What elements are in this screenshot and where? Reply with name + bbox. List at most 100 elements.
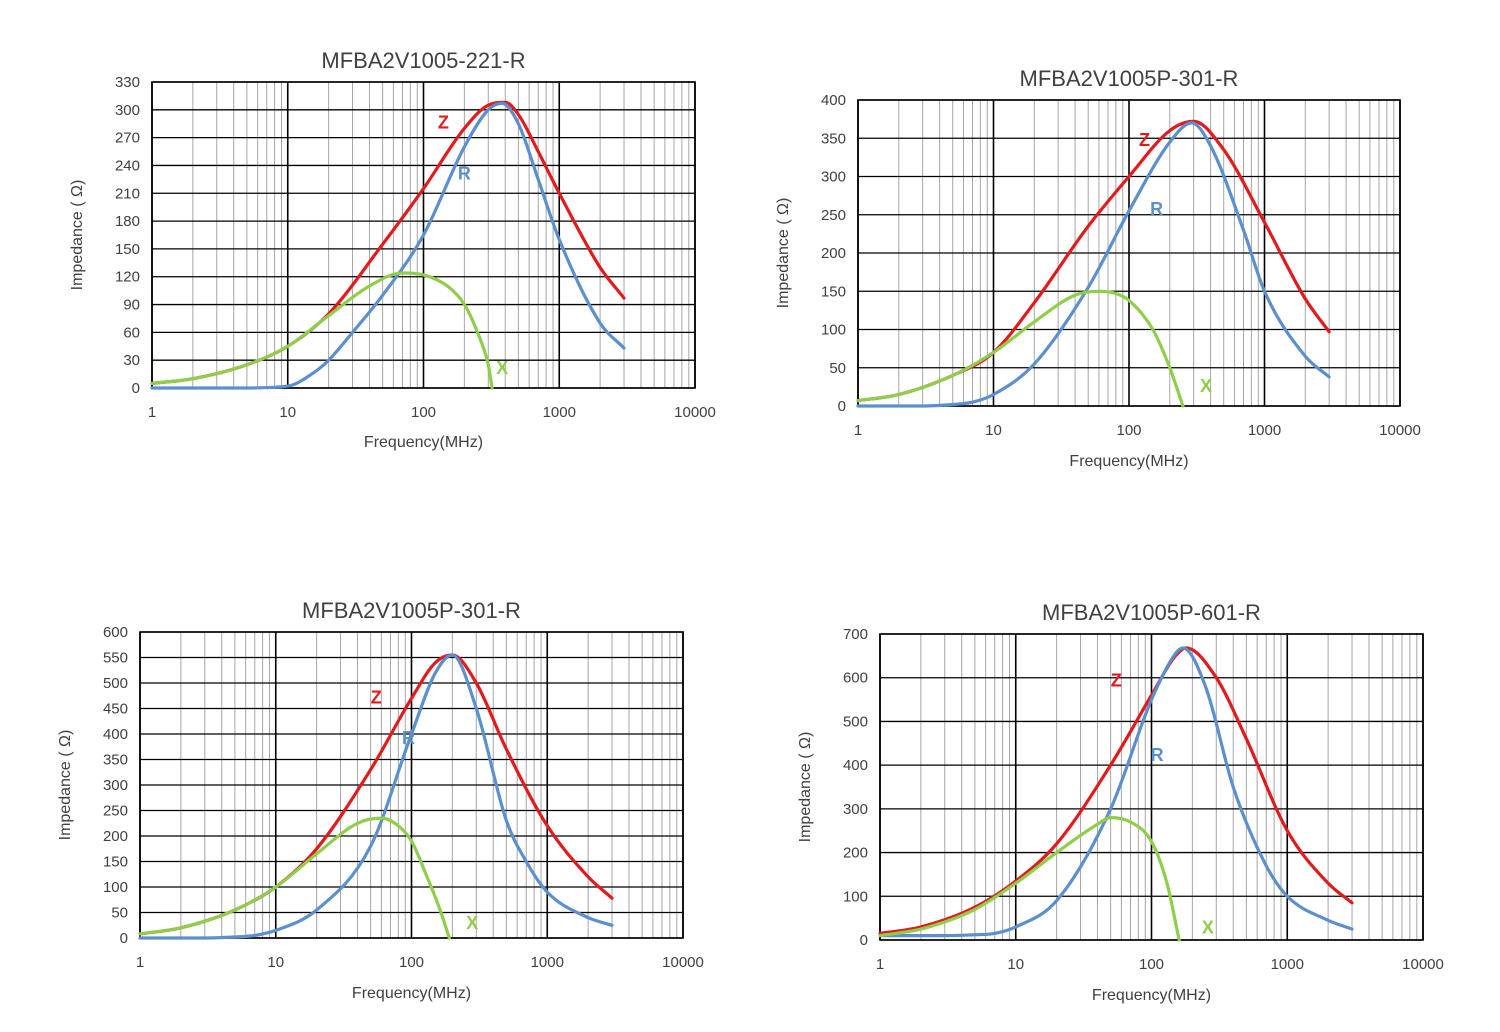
y-tick-label: 700 xyxy=(843,626,868,643)
curve-label-z: Z xyxy=(438,112,449,132)
y-tick-label: 60 xyxy=(123,324,140,341)
x-tick-label: 1000 xyxy=(1271,956,1304,973)
series-line-x xyxy=(856,289,1185,408)
plot-frame xyxy=(857,99,1401,407)
y-tick-label: 30 xyxy=(123,352,140,369)
y-tick-label: 300 xyxy=(115,102,140,119)
curve-label-x: X xyxy=(496,358,508,378)
x-axis-label: Frequency(MHz) xyxy=(1069,453,1188,470)
curve-label-r: R xyxy=(1150,199,1163,219)
y-tick-label: 100 xyxy=(843,888,868,905)
x-tick-label: 10000 xyxy=(1402,956,1444,973)
x-axis-label: Frequency(MHz) xyxy=(352,985,471,1002)
y-tick-label: 250 xyxy=(821,207,846,224)
y-tick-label: 300 xyxy=(821,169,846,186)
x-tick-label: 1000 xyxy=(1248,422,1281,439)
x-tick-label: 10000 xyxy=(674,404,716,421)
y-tick-label: 50 xyxy=(829,360,846,377)
curve-label-r: R xyxy=(458,163,471,183)
curve-label-x: X xyxy=(466,913,478,933)
plot-frame xyxy=(139,631,684,939)
series-line-r xyxy=(878,646,1354,938)
x-tick-label: 10 xyxy=(985,422,1002,439)
chart-title: MFBA2V1005P-301-R xyxy=(1020,66,1239,91)
x-tick-label: 100 xyxy=(1139,956,1164,973)
chart-4: 0 100 200 300 400 500 600 700 1 10 100 1000 10000 MFB… xyxy=(797,600,1444,1004)
y-axis-label: Impedance ( Ω) xyxy=(69,180,86,291)
y-tick-label: 200 xyxy=(103,828,128,845)
y-tick-label: 300 xyxy=(103,777,128,794)
y-tick-label: 150 xyxy=(115,241,140,258)
curve-label-z: Z xyxy=(1139,130,1150,150)
plot-frame xyxy=(151,81,696,389)
y-tick-label: 150 xyxy=(821,283,846,300)
y-tick-label: 0 xyxy=(132,380,140,397)
series-line-x xyxy=(138,816,451,940)
y-tick-label: 240 xyxy=(115,157,140,174)
y-tick-label: 550 xyxy=(103,650,128,667)
chart-2: 0 50 100 150 200 250 300 350 400 1 10 100 1000 10000 M… xyxy=(775,66,1421,470)
y-tick-label: 150 xyxy=(103,854,128,871)
curve-label-r: R xyxy=(402,728,415,748)
curve-label-x: X xyxy=(1202,917,1214,937)
x-tick-label: 100 xyxy=(411,404,436,421)
y-axis-label: Impedance ( Ω) xyxy=(57,730,74,841)
chart-title: MFBA2V1005-221-R xyxy=(321,48,525,73)
y-axis-label: Impedance ( Ω) xyxy=(797,732,814,843)
x-tick-label: 100 xyxy=(1116,422,1141,439)
x-tick-label: 10 xyxy=(267,954,284,971)
y-tick-label: 270 xyxy=(115,130,140,147)
curve-label-z: Z xyxy=(1111,670,1122,690)
y-tick-label: 210 xyxy=(115,185,140,202)
y-tick-label: 600 xyxy=(103,624,128,641)
y-tick-label: 350 xyxy=(103,752,128,769)
y-tick-label: 100 xyxy=(821,322,846,339)
y-tick-label: 180 xyxy=(115,213,140,230)
series-line-r xyxy=(138,653,614,940)
x-axis-label: Frequency(MHz) xyxy=(364,434,483,451)
series-line-r xyxy=(856,121,1331,408)
y-tick-label: 200 xyxy=(821,245,846,262)
series-line-x xyxy=(150,271,494,390)
x-tick-label: 10 xyxy=(1007,956,1024,973)
chart-title: MFBA2V1005P-301-R xyxy=(302,598,521,623)
x-tick-label: 100 xyxy=(399,954,424,971)
x-tick-label: 1000 xyxy=(543,404,576,421)
series-line-x xyxy=(878,816,1181,942)
x-axis-label: Frequency(MHz) xyxy=(1092,987,1211,1004)
x-tick-label: 1 xyxy=(854,422,862,439)
y-tick-label: 400 xyxy=(821,92,846,109)
y-tick-label: 250 xyxy=(103,803,128,820)
curve-label-x: X xyxy=(1200,376,1212,396)
x-tick-label: 1 xyxy=(148,404,156,421)
y-tick-label: 400 xyxy=(843,757,868,774)
y-tick-label: 600 xyxy=(843,670,868,687)
x-tick-label: 10000 xyxy=(662,954,704,971)
x-tick-label: 1 xyxy=(876,956,884,973)
curve-label-r: R xyxy=(1151,745,1164,765)
y-tick-label: 500 xyxy=(103,675,128,692)
y-tick-label: 0 xyxy=(838,398,846,415)
y-tick-label: 350 xyxy=(821,130,846,147)
x-tick-label: 10000 xyxy=(1379,422,1421,439)
y-tick-label: 0 xyxy=(120,930,128,947)
y-tick-label: 330 xyxy=(115,74,140,91)
y-tick-label: 500 xyxy=(843,713,868,730)
y-tick-label: 90 xyxy=(123,297,140,314)
y-tick-label: 100 xyxy=(103,879,128,896)
y-tick-label: 450 xyxy=(103,701,128,718)
y-axis-label: Impedance ( Ω) xyxy=(775,198,792,309)
x-tick-label: 1000 xyxy=(531,954,564,971)
x-tick-label: 10 xyxy=(279,404,296,421)
y-tick-label: 300 xyxy=(843,801,868,818)
chart-1: 0 30 60 90 120 150 180 210 240 270 300 330 1 10 100 100… xyxy=(69,48,716,451)
y-tick-label: 120 xyxy=(115,269,140,286)
chart-3: 0 50 100 150 200 250 300 350 400 450 500 550 600 1 10 1… xyxy=(57,598,704,1002)
y-tick-label: 50 xyxy=(111,905,128,922)
y-tick-label: 400 xyxy=(103,726,128,743)
y-tick-label: 0 xyxy=(860,932,868,949)
x-tick-label: 1 xyxy=(136,954,144,971)
plot-frame xyxy=(879,633,1424,941)
series-line-r xyxy=(150,101,626,390)
